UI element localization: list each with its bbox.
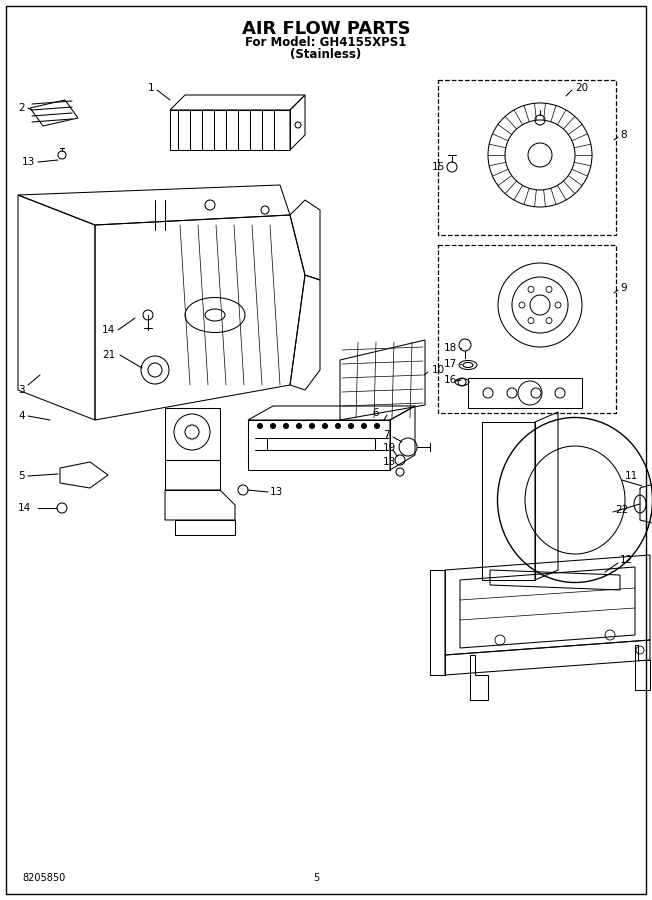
Text: For Model: GH4155XPS1: For Model: GH4155XPS1 xyxy=(245,36,407,49)
Text: AIR FLOW PARTS: AIR FLOW PARTS xyxy=(242,20,410,38)
Text: 14: 14 xyxy=(102,325,115,335)
Text: 5: 5 xyxy=(18,471,25,481)
Circle shape xyxy=(284,424,288,428)
Text: 9: 9 xyxy=(620,283,627,293)
Circle shape xyxy=(271,424,276,428)
Text: 14: 14 xyxy=(18,503,31,513)
Circle shape xyxy=(297,424,301,428)
Bar xyxy=(438,245,616,413)
Text: 5: 5 xyxy=(313,873,319,883)
Text: 1: 1 xyxy=(148,83,155,93)
Text: 3: 3 xyxy=(18,385,25,395)
Text: 10: 10 xyxy=(432,365,445,375)
Text: 2: 2 xyxy=(18,103,25,113)
Text: 19: 19 xyxy=(383,443,396,453)
Circle shape xyxy=(323,424,327,428)
Circle shape xyxy=(349,424,353,428)
Text: 7: 7 xyxy=(383,430,390,440)
Text: 18: 18 xyxy=(444,343,457,353)
Circle shape xyxy=(374,424,379,428)
Text: 13: 13 xyxy=(270,487,283,497)
Text: 20: 20 xyxy=(575,83,588,93)
Text: 21: 21 xyxy=(102,350,115,360)
Text: 17: 17 xyxy=(444,359,457,369)
Text: 8: 8 xyxy=(620,130,627,140)
Bar xyxy=(438,80,616,235)
Text: 16: 16 xyxy=(444,375,457,385)
Text: 13: 13 xyxy=(22,157,35,167)
Text: 15: 15 xyxy=(432,162,445,172)
Text: 6: 6 xyxy=(372,408,379,418)
Text: 4: 4 xyxy=(18,411,25,421)
Circle shape xyxy=(258,424,263,428)
Circle shape xyxy=(336,424,340,428)
Text: 22: 22 xyxy=(615,505,629,515)
Text: (Stainless): (Stainless) xyxy=(290,48,362,61)
Circle shape xyxy=(310,424,314,428)
Circle shape xyxy=(361,424,366,428)
Text: 12: 12 xyxy=(620,555,633,565)
Text: 13: 13 xyxy=(383,457,396,467)
Text: 11: 11 xyxy=(625,471,638,481)
Text: 8205850: 8205850 xyxy=(22,873,65,883)
